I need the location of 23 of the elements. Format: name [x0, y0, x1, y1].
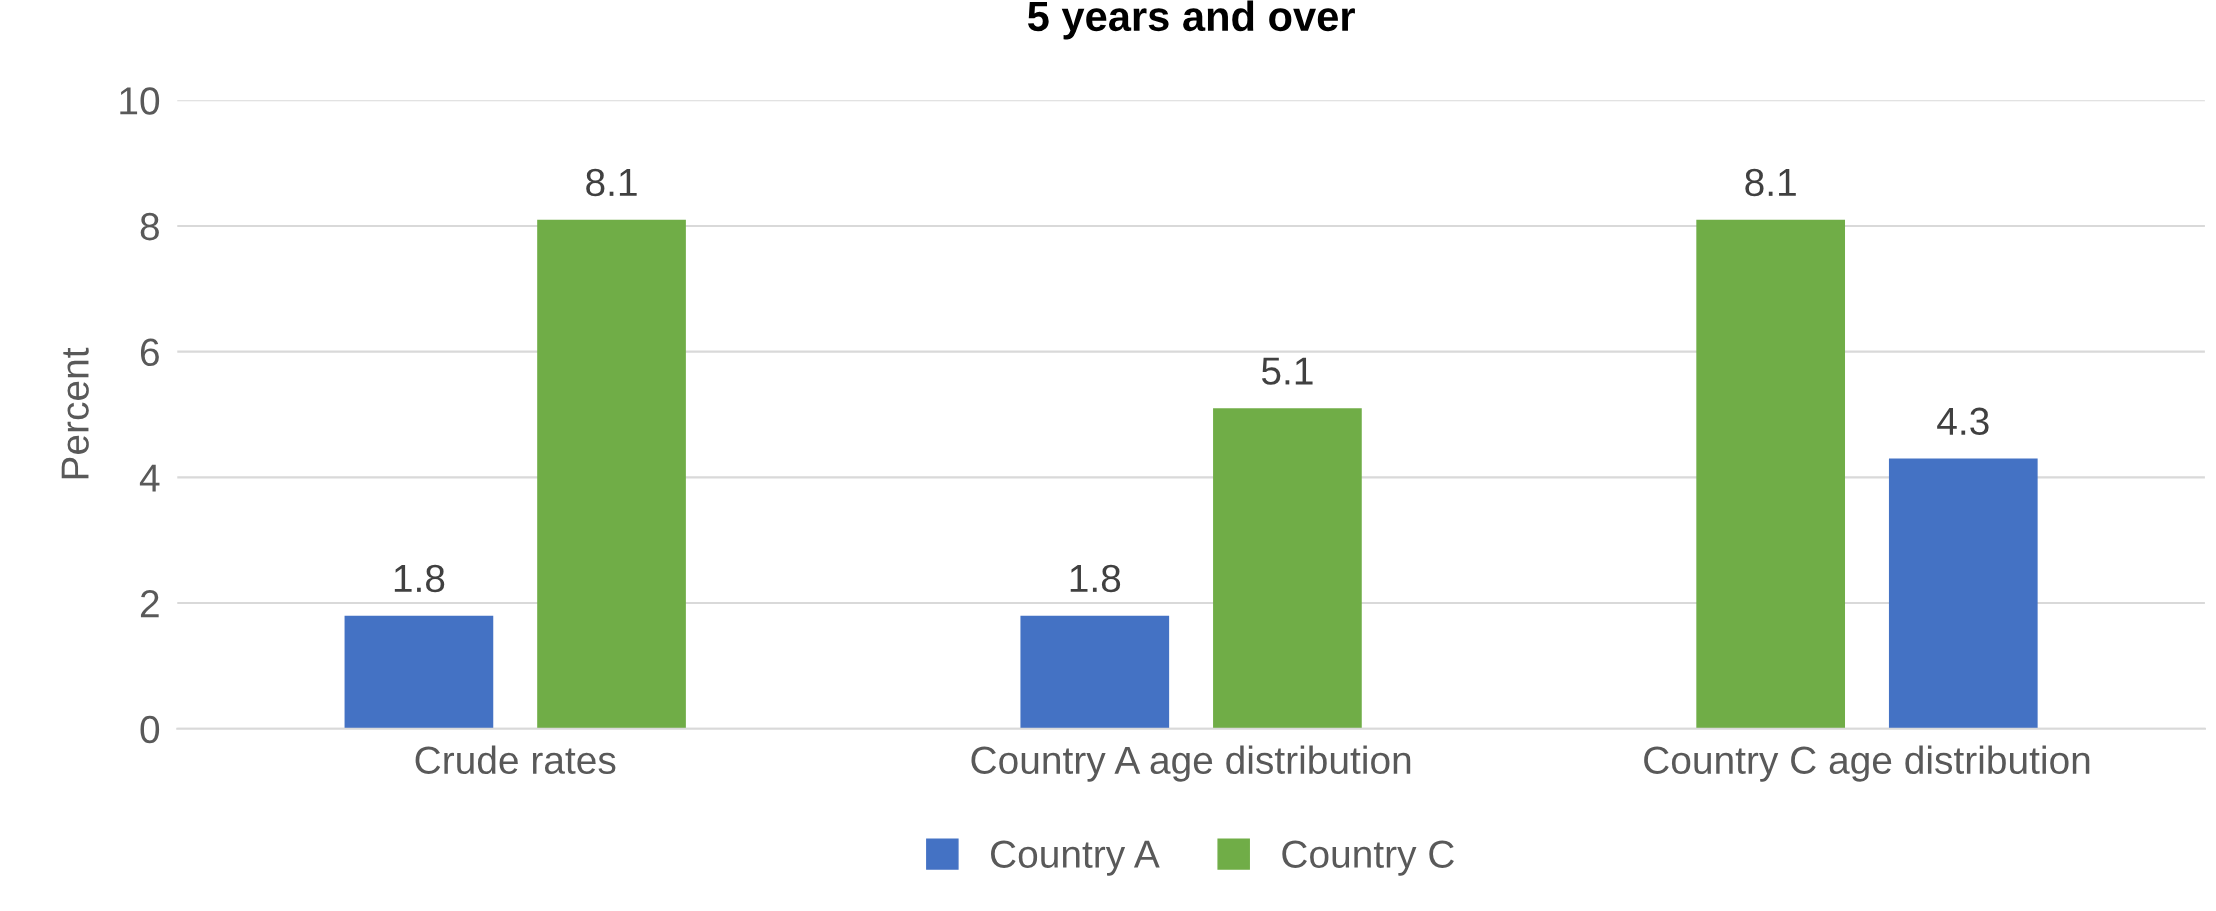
bar	[1213, 408, 1362, 729]
chart-title: 5 years and over	[1027, 0, 1355, 40]
bar	[537, 219, 686, 729]
y-tick-label: 2	[140, 590, 159, 618]
y-tick-label: 8	[140, 212, 159, 241]
y-tick-label: 6	[140, 338, 159, 367]
bar	[1020, 615, 1170, 729]
data-label: 5.1	[1261, 357, 1313, 385]
y-tick-label: 10	[120, 87, 160, 115]
data-label: 1.8	[1070, 564, 1121, 593]
legend-label: Country C	[1282, 840, 1454, 876]
y-axis-title: Percent	[61, 347, 89, 479]
y-tick-label: 0	[140, 715, 160, 744]
x-tick-label: Crude rates	[415, 745, 616, 775]
x-tick-label: Country C age distribution	[1644, 745, 2090, 782]
legend-label: Country A	[991, 840, 1160, 876]
data-label: 1.8	[394, 564, 445, 593]
data-label: 8.1	[1745, 168, 1796, 197]
x-tick-label: Country A age distribution	[971, 745, 1411, 782]
data-label: 8.1	[586, 168, 637, 197]
data-label: 4.3	[1937, 407, 1989, 436]
bar	[344, 615, 494, 729]
y-tick-label: 4	[139, 464, 160, 492]
